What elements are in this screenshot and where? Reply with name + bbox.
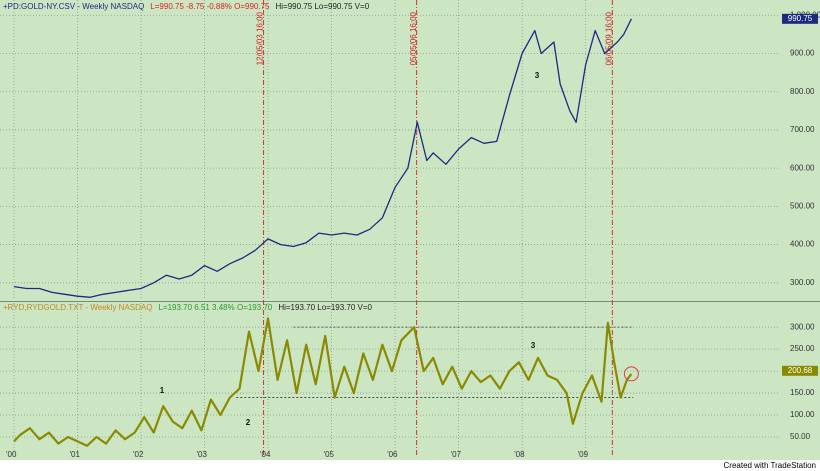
header-part: L=193.70 6.51 3.48% O=193.70 (158, 303, 272, 312)
header-part: +PD:GOLD-NY.CSV - Weekly NASDAQ (3, 2, 144, 11)
y-tick-label: 150.00 (790, 388, 815, 397)
header-part: +RYD,RYDGOLD.TXT - Weekly NASDAQ (3, 303, 152, 312)
header-part: Hi=193.70 Lo=193.70 V=0 (278, 303, 372, 312)
y-tick-label: 400.00 (790, 240, 815, 249)
y-tick-label: 700.00 (790, 125, 815, 134)
y-tick-label: 300.00 (790, 322, 815, 331)
x-tick-label: '01 (69, 450, 80, 459)
background (0, 0, 820, 460)
event-label: 06/05/09 16:00 (604, 11, 613, 65)
last-value-box (782, 365, 818, 376)
annotation: 3 (535, 71, 540, 80)
header-part: Hi=990.75 Lo=990.75 V=0 (276, 2, 370, 11)
pane-header: +PD:GOLD-NY.CSV - Weekly NASDAQ L=990.75 … (3, 2, 370, 11)
annotation: 2 (246, 418, 251, 427)
x-tick-label: '08 (514, 450, 525, 459)
last-value-box (782, 13, 818, 24)
x-tick-label: '04 (260, 450, 271, 459)
highlight-circle (623, 366, 639, 382)
y-tick-label: 100.00 (790, 410, 815, 419)
y-tick-label: 250.00 (790, 344, 815, 353)
series-line (13, 18, 632, 298)
y-tick-label: 900.00 (790, 49, 815, 58)
pane-header: +RYD,RYDGOLD.TXT - Weekly NASDAQ L=193.70… (3, 303, 373, 312)
x-tick-label: '07 (451, 450, 462, 459)
annotation: 3 (531, 341, 536, 350)
header-part: L=990.75 -8.75 -0.88% O=990.75 (150, 2, 270, 11)
y-tick-label: 500.00 (790, 201, 815, 210)
y-tick-label: 50.00 (790, 432, 811, 441)
y-tick-label: 300.00 (790, 278, 815, 287)
annotation: 1 (160, 386, 165, 395)
x-tick-label: '00 (6, 450, 17, 459)
x-tick-label: '06 (387, 450, 398, 459)
y-tick-label: 600.00 (790, 163, 815, 172)
x-tick-label: '09 (578, 450, 589, 459)
x-tick-label: '03 (197, 450, 208, 459)
event-label: 12/05/03 16:00 (256, 11, 265, 65)
series-line (13, 317, 633, 447)
x-tick-label: '05 (324, 450, 335, 459)
footer: Created with TradeStation (724, 461, 817, 470)
last-value-label: 200.68 (788, 366, 813, 375)
event-label: 05/05/06 16:00 (409, 11, 418, 65)
last-value-label: 990.75 (788, 14, 813, 23)
y-tick-label: 800.00 (790, 87, 815, 96)
x-tick-label: '02 (133, 450, 144, 459)
